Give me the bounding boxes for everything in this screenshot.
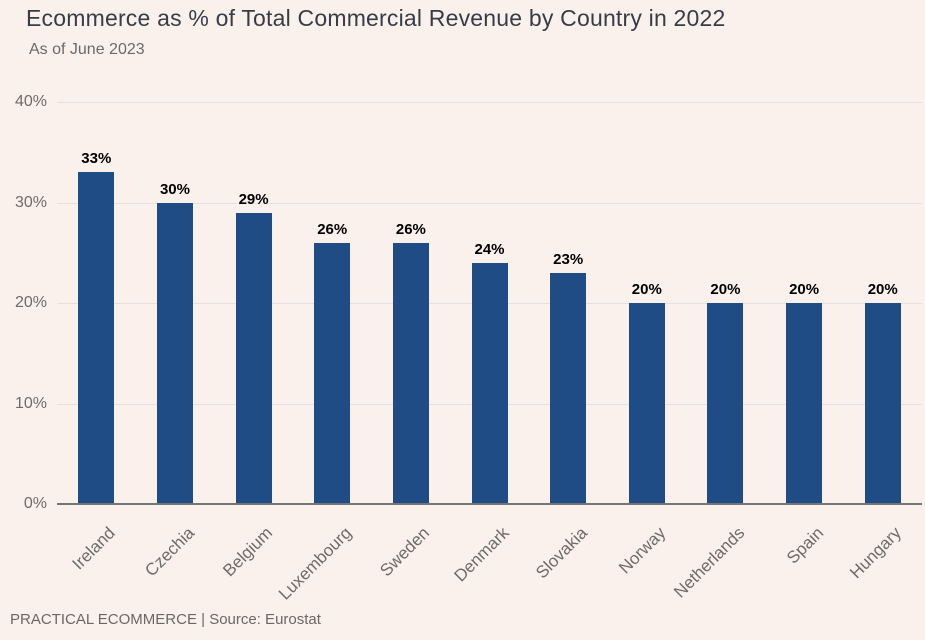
y-axis: 0% 10% 20% 30% 40% — [0, 0, 47, 640]
x-axis-label: Spain — [782, 523, 827, 568]
bar — [392, 242, 429, 504]
plot-area: 33% Ireland 30% Czechia 29% Belgium 26% Luxembo… — [57, 102, 922, 604]
bar-value-label: 20% — [867, 281, 898, 298]
bar-slot: 26% Luxembourg — [275, 102, 372, 604]
bar — [471, 262, 508, 504]
x-axis-label: Sweden — [376, 523, 434, 581]
bar-value-label: 23% — [553, 250, 584, 268]
y-tick-label: 30% — [14, 193, 47, 211]
bar — [314, 242, 351, 504]
chart-subtitle: As of June 2023 — [29, 41, 145, 58]
bar-value-label: 20% — [631, 281, 662, 298]
bar-slot: 20% Hungary — [843, 102, 922, 582]
bar-slot: 30% Czechia — [136, 102, 215, 581]
bar-slot: 20% Netherlands — [670, 102, 765, 602]
x-axis-label: Czechia — [140, 523, 198, 581]
x-axis-label: Luxembourg — [274, 523, 355, 604]
bar-value-label: 20% — [710, 281, 741, 298]
bar-slot: 23% Slovakia — [529, 102, 608, 582]
y-tick-label: 0% — [23, 495, 47, 512]
x-axis-label: Hungary — [846, 523, 906, 583]
gridline — [57, 102, 922, 103]
bar-value-label: 29% — [238, 190, 269, 208]
x-axis-baseline — [57, 503, 922, 505]
bar-slot: 20% Spain — [765, 102, 844, 567]
x-axis-label: Denmark — [450, 523, 513, 586]
bar-value-label: 30% — [159, 180, 190, 198]
x-axis-label: Slovakia — [532, 523, 591, 583]
bar — [78, 172, 115, 504]
bar — [707, 303, 744, 504]
bar-value-label: 20% — [789, 281, 820, 298]
bar-value-label: 24% — [474, 240, 505, 258]
bar-slot: 26% Sweden — [372, 102, 451, 580]
bar — [786, 303, 823, 504]
bar — [628, 303, 665, 504]
bar-slot: 20% Norway — [607, 102, 686, 577]
bar-slot: 24% Denmark — [450, 102, 529, 586]
y-tick-label: 10% — [14, 394, 47, 412]
y-tick-label: 40% — [14, 93, 47, 110]
bar-value-label: 26% — [317, 220, 348, 238]
x-axis-label: Netherlands — [669, 523, 749, 602]
bar-slot: 29% Belgium — [214, 102, 293, 581]
x-axis-label: Norway — [615, 523, 670, 578]
bar-value-label: 26% — [395, 220, 426, 238]
bar — [864, 303, 901, 504]
bar — [235, 212, 272, 504]
chart-title: Ecommerce as % of Total Commercial Reven… — [26, 5, 726, 31]
source-attribution: PRACTICAL ECOMMERCE | Source: Eurostat — [10, 611, 321, 628]
bar-value-label: 33% — [81, 150, 112, 168]
y-tick-label: 20% — [14, 294, 47, 311]
bar — [156, 202, 193, 504]
bar — [550, 272, 587, 504]
x-axis-label: Belgium — [219, 523, 277, 581]
gridline — [57, 202, 922, 204]
x-axis-label: Ireland — [68, 523, 120, 574]
bar-slot: 33% Ireland — [57, 102, 136, 573]
